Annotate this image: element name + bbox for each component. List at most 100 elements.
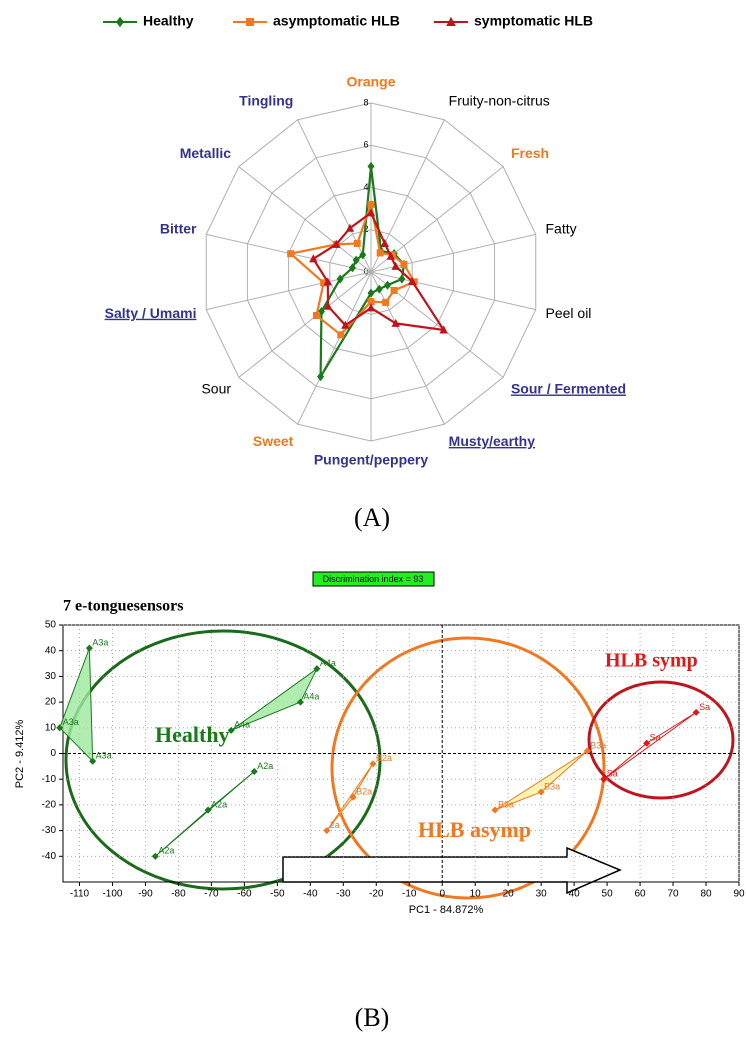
point-label: B3a [498, 799, 514, 809]
x-tick-label: -100 [102, 889, 122, 900]
x-tick-label: -60 [237, 889, 252, 900]
marker [439, 325, 448, 334]
marker [366, 208, 376, 217]
spoke [370, 233, 536, 273]
point [204, 806, 212, 814]
x-tick-label: 50 [602, 889, 614, 900]
point [692, 708, 700, 716]
marker [345, 223, 355, 232]
category-label: Bitter [160, 221, 197, 237]
marker [391, 318, 400, 327]
series-line [319, 166, 406, 381]
marker [246, 18, 254, 26]
spoke [370, 271, 445, 425]
category-label: Metallic [180, 145, 232, 161]
marker [359, 250, 367, 260]
subset-hull [155, 771, 255, 857]
point-label: Sa [699, 702, 710, 712]
marker [116, 16, 124, 28]
marker [312, 311, 320, 319]
r-tick-label: 6 [363, 140, 368, 150]
x-tick-label: 30 [536, 889, 548, 900]
category-label: Fresh [511, 145, 549, 161]
marker [366, 303, 376, 312]
x-tick-label: -90 [138, 889, 153, 900]
marker [348, 263, 356, 273]
point-label: B3a [590, 740, 606, 750]
category-label: Sweet [253, 433, 294, 449]
point [323, 827, 331, 835]
legend-label: symptomatic HLB [474, 13, 593, 29]
series-line [311, 211, 446, 332]
x-tick-label: 10 [470, 889, 482, 900]
chart-title: 7 e-tonguesensors [63, 598, 183, 615]
legend-label: asymptomatic HLB [273, 13, 400, 29]
x-tick-label: -10 [402, 889, 417, 900]
point [600, 775, 608, 783]
x-tick-label: -50 [270, 889, 285, 900]
marker [367, 200, 375, 208]
y-tick-label: -20 [42, 800, 57, 811]
category-label: Pungent/peppery [314, 452, 429, 468]
y-tick-label: 20 [45, 697, 57, 708]
category-label: Sour / Fermented [511, 381, 626, 397]
category-label: Fruity-non-citrus [449, 92, 550, 108]
y-tick-label: 40 [45, 645, 57, 656]
point-label: A4a [234, 720, 250, 730]
marker [353, 239, 361, 247]
point-label: A2a [257, 761, 273, 771]
spoke [297, 271, 372, 425]
x-tick-label: -40 [303, 889, 318, 900]
point [491, 806, 499, 814]
point-label: Sa [607, 769, 618, 779]
marker [384, 280, 392, 290]
marker [337, 331, 345, 339]
point-label: A3a [96, 751, 112, 761]
marker [323, 277, 332, 286]
marker [386, 251, 396, 260]
r-tick-label: 8 [363, 97, 368, 107]
marker [320, 279, 328, 287]
point [313, 665, 321, 673]
point [643, 739, 651, 747]
point-label: 2a [330, 820, 340, 830]
point-label: B3a [544, 781, 560, 791]
x-tick-label: -20 [369, 889, 384, 900]
marker [323, 301, 333, 310]
point [85, 644, 93, 652]
caption: (A) [354, 503, 390, 532]
marker [309, 254, 318, 263]
r-tick-label: 4 [363, 182, 368, 192]
point [89, 757, 97, 765]
spoke [238, 271, 372, 378]
point-label: Sa [650, 733, 661, 743]
category-label: Orange [346, 74, 395, 90]
marker [332, 239, 341, 248]
marker [391, 261, 400, 270]
point-label: A4a [320, 658, 336, 668]
marker [336, 274, 344, 284]
point-label: A3a [92, 638, 108, 648]
marker [352, 255, 360, 265]
y-tick-label: -10 [42, 774, 57, 785]
group-label: HLB symp [605, 650, 698, 672]
spoke [238, 166, 372, 273]
r-tick-label: 0 [363, 266, 368, 276]
point-label: A4a [303, 691, 319, 701]
spoke [370, 271, 536, 311]
group-circle [587, 680, 735, 800]
x-tick-label: -80 [171, 889, 186, 900]
point-label: A3a [63, 717, 79, 727]
arrow [282, 846, 622, 895]
point [227, 726, 235, 734]
x-tick-label: 90 [733, 889, 745, 900]
marker [398, 274, 406, 284]
marker [287, 250, 295, 258]
marker [367, 288, 375, 298]
y-tick-label: -30 [42, 825, 57, 836]
badge: Discrimination index = 93 [323, 574, 424, 584]
point [583, 747, 591, 755]
point-label: B2a [356, 787, 372, 797]
spoke [206, 271, 372, 311]
